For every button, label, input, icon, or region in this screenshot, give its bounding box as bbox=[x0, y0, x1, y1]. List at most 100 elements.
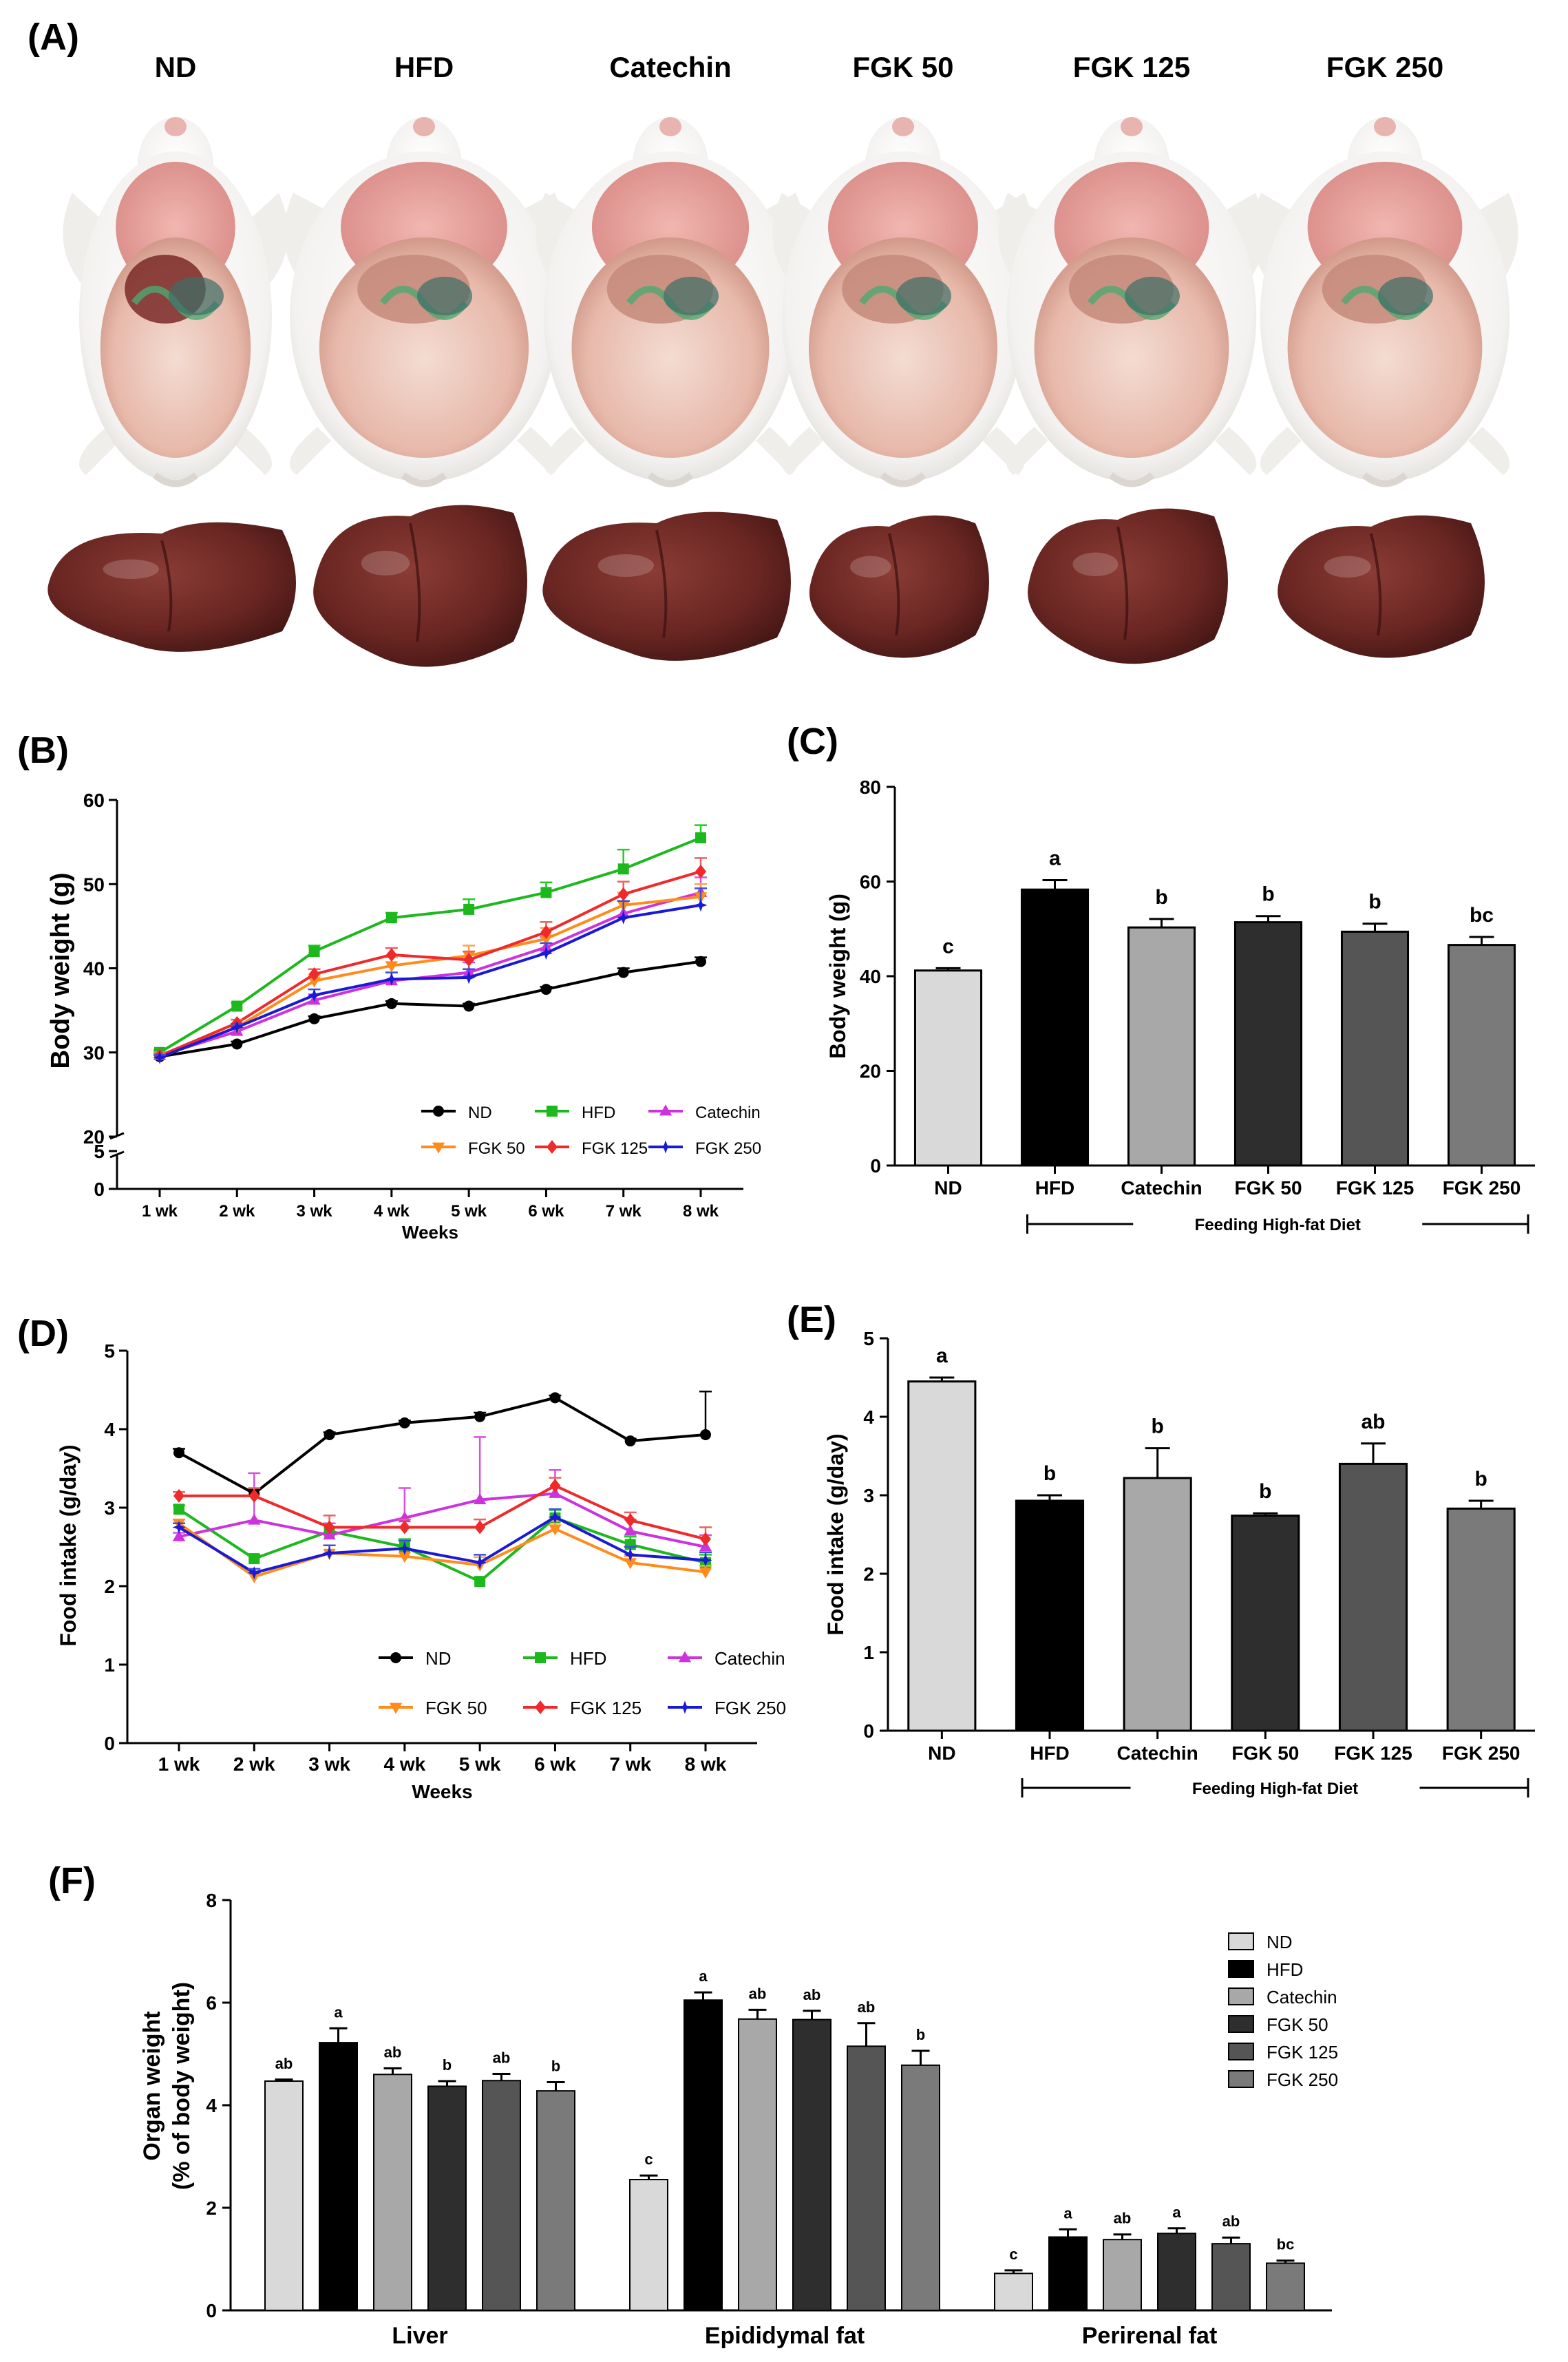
legend-label: FGK 250 bbox=[695, 1139, 761, 1158]
data-point-nd bbox=[324, 1428, 335, 1440]
y-tick-label: 1 bbox=[863, 1642, 874, 1663]
data-point-hfd bbox=[463, 903, 475, 915]
data-point-nd bbox=[624, 1435, 636, 1447]
group-column-fgk-250: FGK 250 bbox=[1251, 51, 1518, 658]
y-tick-label: 60 bbox=[83, 790, 105, 811]
series-catechin bbox=[172, 1436, 712, 1552]
y-tick-label: 50 bbox=[83, 874, 105, 895]
y-tick-label: 5 bbox=[94, 1141, 105, 1162]
significance-letter: ab bbox=[384, 2043, 402, 2060]
liver-lobe bbox=[542, 512, 791, 661]
bar-fgk-50 bbox=[427, 2085, 467, 2312]
legend-marker bbox=[535, 1652, 546, 1663]
x-tick-label: Catechin bbox=[1121, 1177, 1202, 1199]
data-point-fgk-125 bbox=[695, 864, 706, 878]
x-tick-label: 4 wk bbox=[374, 1202, 410, 1221]
mouse-photo-fgk-50 bbox=[772, 117, 1034, 487]
significance-letter: b bbox=[916, 2026, 925, 2043]
mouse-nose bbox=[659, 117, 681, 136]
data-point-fgk-50 bbox=[385, 961, 399, 973]
significance-letter: b bbox=[1368, 891, 1381, 914]
mouse-stomach bbox=[417, 277, 472, 315]
significance-letter: a bbox=[334, 2003, 343, 2021]
mouse-stomach bbox=[1378, 277, 1433, 315]
mouse-hindlimb-right bbox=[231, 427, 272, 475]
category-label: Epididymal fat bbox=[705, 2323, 865, 2349]
bar-fgk-125 bbox=[1338, 1462, 1408, 1732]
bar-group-fgk-250: b FGK 250 bbox=[1442, 1468, 1521, 1764]
liver-fissure bbox=[160, 540, 173, 632]
mouse-nose bbox=[1374, 117, 1396, 136]
significance-letter: a bbox=[1172, 2204, 1181, 2221]
data-point-fgk-50 bbox=[699, 1568, 712, 1579]
mouse-hindlimb-left bbox=[79, 427, 120, 475]
series-fgk-250 bbox=[172, 1508, 712, 1580]
legend-label: Catechin bbox=[714, 1648, 785, 1669]
legend-marker bbox=[432, 1142, 445, 1154]
legend-item-fgk-50: FGK 50 bbox=[421, 1139, 525, 1158]
series-hfd: a a a bbox=[319, 1968, 1088, 2312]
y-tick-label: 0 bbox=[863, 1720, 874, 1742]
data-point-fgk-125 bbox=[324, 1520, 335, 1535]
data-point-catechin bbox=[473, 1493, 487, 1504]
series-line-nd bbox=[178, 1396, 706, 1495]
group-column-hfd: HFD bbox=[284, 51, 564, 667]
liver-lobe bbox=[1278, 515, 1485, 658]
bar-group-hfd: b HFD bbox=[1015, 1462, 1085, 1764]
bar-fgk-50 bbox=[1233, 921, 1303, 1167]
liver-photo-fgk-250 bbox=[1278, 515, 1485, 658]
legend-swatch bbox=[1228, 1932, 1254, 1950]
legend-swatch bbox=[1228, 1987, 1254, 2005]
legend-marker bbox=[678, 1700, 692, 1714]
series-fgk-125 bbox=[173, 1477, 712, 1546]
y-tick-label: 0 bbox=[206, 2300, 217, 2321]
y-axis-subtitle: (% of body weight) bbox=[169, 1982, 195, 2190]
mouse-forelimb-right bbox=[241, 193, 288, 289]
legend-label: HFD bbox=[1267, 1959, 1303, 1980]
legend-item-hfd: HFD bbox=[535, 1104, 615, 1122]
x-tick-label: 8 wk bbox=[685, 1753, 727, 1775]
panel-e-food-intake-bar-chart: 0 1 2 3 4 5 Food intake (g/day) a ND b HFD b Catechi… bbox=[823, 1328, 1535, 1800]
y-axis-title: Food intake (g/day) bbox=[823, 1433, 848, 1635]
data-point-fgk-50 bbox=[624, 1558, 637, 1570]
y-tick-label: 4 bbox=[104, 1419, 115, 1440]
x-tick-label: HFD bbox=[1035, 1177, 1075, 1199]
data-point-nd bbox=[308, 1013, 320, 1024]
mouse-hindlimb-right bbox=[1468, 427, 1510, 475]
data-point-fgk-125 bbox=[399, 1520, 410, 1535]
data-point-hfd bbox=[248, 1553, 260, 1565]
y-axis-title: Body weight (g) bbox=[46, 873, 75, 1069]
liver-photo-fgk-50 bbox=[809, 515, 989, 658]
feeding-bracket: Feeding High-fat Diet bbox=[1026, 1212, 1529, 1236]
series-line-fgk-250 bbox=[159, 903, 701, 1059]
bracket-label-bg bbox=[1133, 1212, 1423, 1236]
x-tick-label: 2 wk bbox=[219, 1202, 255, 1221]
panel-f-organ-weight-bar-chart: 0 2 4 6 8 Organ weight (% of body weight) Liver… bbox=[139, 1890, 1338, 2349]
data-point-fgk-250 bbox=[323, 1546, 337, 1560]
data-point-fgk-250 bbox=[617, 911, 631, 925]
legend-marker bbox=[390, 1652, 401, 1663]
significance-letter: bc bbox=[1277, 2236, 1295, 2253]
data-point-fgk-125 bbox=[385, 947, 397, 962]
bar-hfd bbox=[684, 1999, 723, 2311]
legend-item-fgk-250: FGK 250 bbox=[668, 1698, 786, 1718]
data-point-fgk-125 bbox=[173, 1488, 184, 1503]
data-point-hfd bbox=[617, 863, 629, 875]
x-tick-label: 8 wk bbox=[683, 1202, 719, 1221]
x-axis-title: Weeks bbox=[402, 1222, 458, 1243]
liver-lobe bbox=[809, 515, 989, 658]
data-point-fgk-250 bbox=[398, 1541, 412, 1555]
significance-letter: a bbox=[1049, 847, 1061, 869]
x-tick-label: 6 wk bbox=[528, 1202, 564, 1221]
legend-marker bbox=[659, 1104, 672, 1116]
series-nd: ab c c bbox=[264, 2055, 1033, 2312]
data-point-fgk-250 bbox=[247, 1566, 261, 1580]
liver-highlight bbox=[597, 554, 654, 577]
data-point-fgk-250 bbox=[699, 1553, 712, 1567]
y-tick-label: 20 bbox=[83, 1126, 105, 1148]
x-tick-label: FGK 125 bbox=[1334, 1742, 1412, 1764]
y-tick-label: 2 bbox=[863, 1563, 874, 1585]
y-tick-label: 30 bbox=[83, 1042, 105, 1064]
bar-catechin bbox=[1123, 1477, 1192, 1732]
panel-a-photo-grid: ND HFD Catechin FGK 50 FGK 125 FGK 250 bbox=[47, 51, 1518, 667]
